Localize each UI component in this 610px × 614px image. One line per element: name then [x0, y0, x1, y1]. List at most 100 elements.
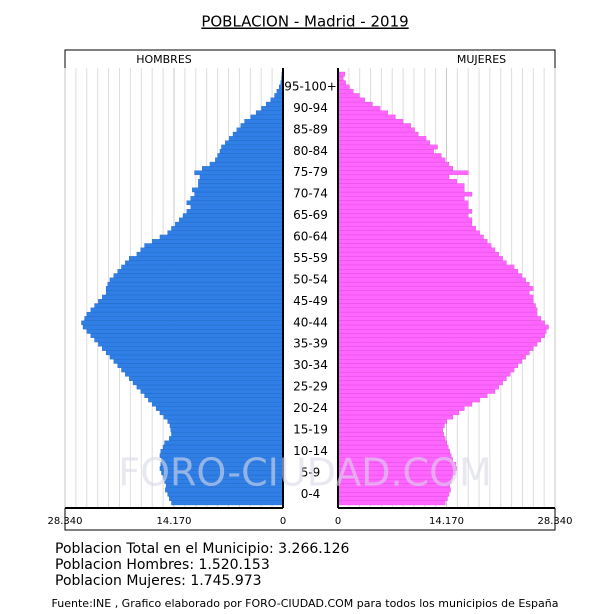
- bar: [337, 114, 396, 120]
- bar: [240, 123, 284, 128]
- bar: [169, 423, 284, 428]
- age-label: 45-49: [293, 294, 328, 308]
- bar: [337, 311, 538, 317]
- bar: [186, 200, 284, 206]
- bar: [337, 131, 419, 137]
- age-label: 35-39: [293, 337, 328, 351]
- bar: [171, 431, 284, 437]
- bar: [167, 419, 284, 424]
- bar: [337, 217, 473, 223]
- legend-label: HOMBRES: [136, 53, 192, 66]
- bar: [225, 140, 284, 146]
- bar: [337, 71, 346, 77]
- age-label: 60-64: [293, 230, 328, 244]
- bar: [337, 247, 496, 253]
- plot: HOMBRES MUJERES 28.340 28.340 14.170 14.170 0 0…: [48, 53, 573, 527]
- bar: [337, 157, 446, 163]
- bar: [136, 251, 284, 257]
- bar: [129, 376, 284, 381]
- bar: [337, 144, 438, 150]
- bar: [337, 170, 469, 176]
- bar: [163, 414, 284, 420]
- age-label: 0-4: [301, 487, 321, 501]
- bar: [121, 264, 284, 270]
- bar: [337, 384, 499, 390]
- bar: [113, 273, 284, 278]
- bar: [217, 153, 284, 158]
- age-label: 10-14: [293, 444, 328, 458]
- bar: [140, 389, 284, 394]
- bar: [255, 110, 284, 116]
- bar: [337, 397, 480, 403]
- bar: [337, 393, 488, 398]
- bar: [125, 371, 284, 377]
- bar: [167, 230, 284, 236]
- source: Fuente:INE , Grafico elaborado por FORO-…: [52, 597, 559, 610]
- bar: [192, 187, 284, 193]
- bar: [337, 260, 507, 266]
- watermark: FORO-CIUDAD.COM: [118, 451, 492, 495]
- bar: [109, 354, 284, 360]
- age-label: 70-74: [293, 187, 328, 201]
- bar: [337, 500, 446, 506]
- bar: [144, 393, 284, 398]
- bar: [337, 187, 465, 193]
- bar: [337, 251, 499, 257]
- age-label: 20-24: [293, 401, 328, 415]
- bar: [155, 406, 284, 411]
- bar: [270, 97, 284, 103]
- age-label: 90-94: [293, 101, 328, 115]
- age-label: 50-54: [293, 272, 328, 286]
- bar: [90, 333, 284, 338]
- bar: [113, 359, 284, 364]
- bar: [337, 84, 350, 90]
- bar: [337, 354, 526, 360]
- bar: [337, 440, 447, 446]
- x-tick-label: 14.170: [157, 516, 192, 527]
- bar: [209, 161, 284, 167]
- bar: [171, 226, 284, 231]
- bar: [82, 324, 284, 330]
- bar: [337, 427, 444, 433]
- legend-label: MUJERES: [457, 53, 506, 66]
- x-tick-label: 0: [335, 516, 341, 527]
- bar: [221, 144, 284, 150]
- bar: [337, 153, 442, 158]
- bar: [337, 183, 465, 188]
- bar: [337, 239, 488, 244]
- bar: [274, 93, 284, 98]
- bar: [159, 410, 284, 416]
- x-tick-label: 28.340: [538, 516, 573, 527]
- bar: [198, 183, 284, 188]
- bar: [236, 127, 284, 133]
- bar: [337, 204, 469, 210]
- bar: [337, 264, 515, 270]
- bar: [337, 213, 469, 218]
- bar: [132, 380, 284, 386]
- bar: [102, 346, 284, 351]
- bar: [148, 397, 284, 403]
- bar: [337, 136, 427, 141]
- bar: [337, 93, 360, 98]
- bar: [337, 320, 545, 326]
- bar: [337, 140, 431, 146]
- bar: [337, 286, 534, 291]
- bar: [337, 294, 534, 300]
- bar: [337, 341, 538, 347]
- bar: [105, 286, 284, 291]
- bar: [337, 316, 542, 321]
- bar: [337, 149, 434, 154]
- bar: [105, 350, 284, 356]
- bar: [121, 367, 284, 373]
- bar: [337, 200, 469, 206]
- bar: [337, 350, 530, 356]
- bar: [337, 123, 411, 128]
- bar: [194, 191, 284, 197]
- age-label: 85-89: [293, 122, 328, 136]
- summary-women: Poblacion Mujeres: 1.745.973: [55, 573, 262, 589]
- bar: [337, 376, 507, 381]
- bar: [337, 97, 365, 103]
- bar: [182, 213, 284, 218]
- bar: [337, 367, 515, 373]
- bar: [337, 269, 519, 274]
